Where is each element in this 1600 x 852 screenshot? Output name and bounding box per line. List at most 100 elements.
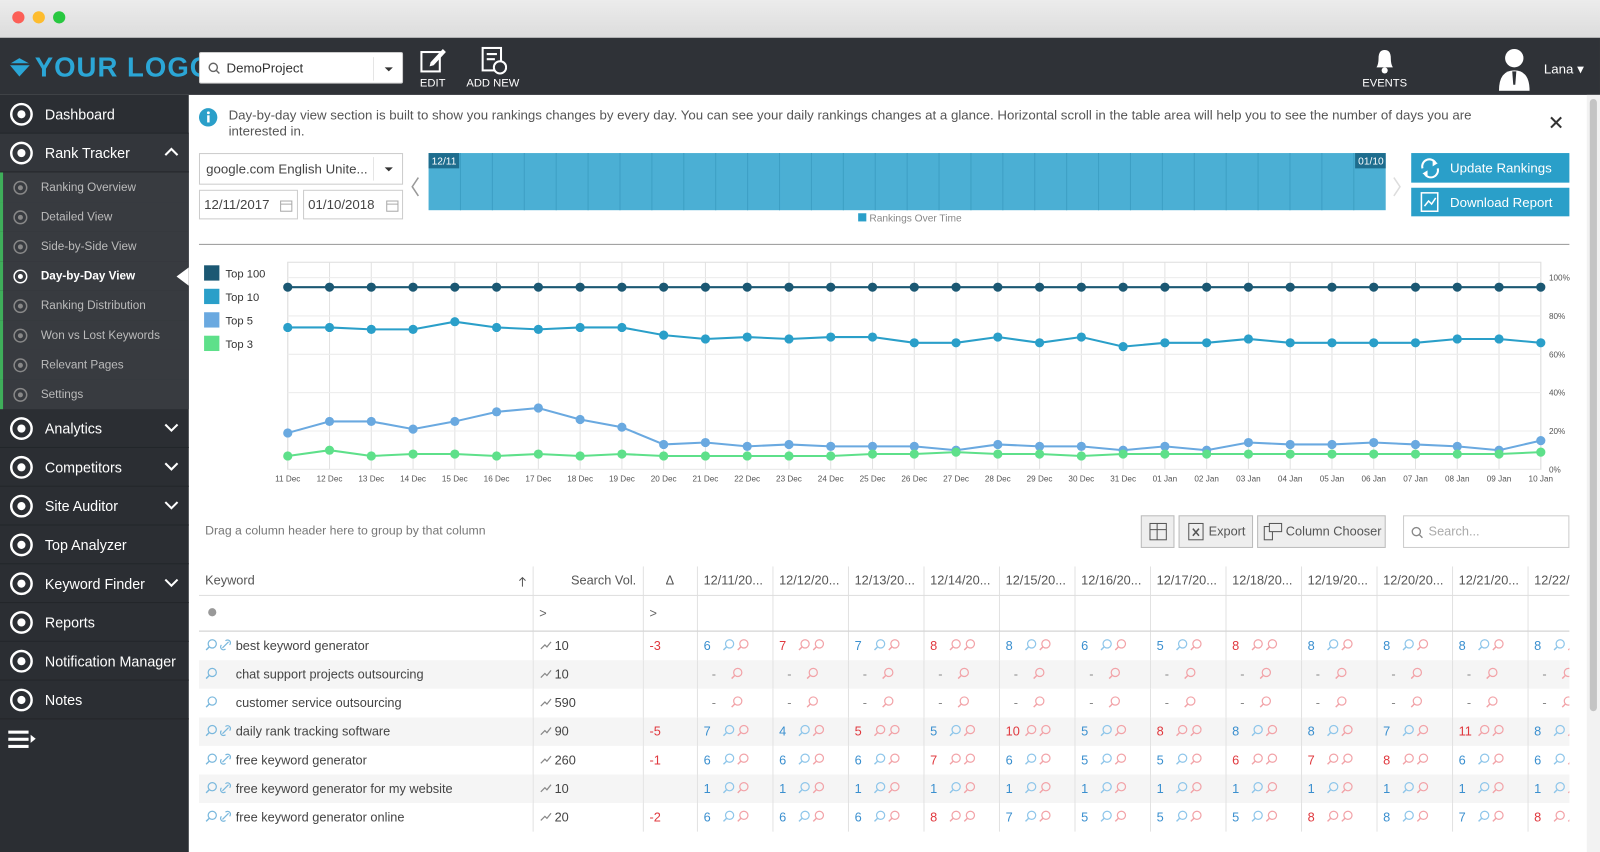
download-report-button[interactable]: Download Report <box>1411 187 1570 217</box>
table-row[interactable]: customer service outsourcing 590 - - - - - - - - -… <box>198 688 1570 718</box>
submenu-item[interactable]: Won vs Lost Keywords <box>0 320 189 350</box>
submenu-item[interactable]: Ranking Overview <box>0 172 189 203</box>
column-header[interactable]: Search Vol. <box>532 566 644 596</box>
table-row[interactable]: best keyword generator 10 -3 6 7 7 8 8 6 5 8 8 8 8 8 <box>198 631 1570 661</box>
data-point <box>324 322 335 333</box>
menu-icon <box>13 268 28 284</box>
rank-cell: 1 <box>1149 774 1227 804</box>
scroll-thumb[interactable] <box>1589 98 1597 712</box>
submenu-item[interactable]: Settings <box>0 379 189 410</box>
column-header[interactable]: 12/13/20... <box>847 566 924 596</box>
filter-cell[interactable] <box>696 595 773 632</box>
layout-button[interactable] <box>1140 515 1175 548</box>
update-label: Update Rankings <box>1449 160 1552 176</box>
menu-item[interactable]: Competitors <box>0 448 189 487</box>
update-rankings-button[interactable]: Update Rankings <box>1411 153 1570 183</box>
minimize-light[interactable] <box>32 11 45 24</box>
menu-item[interactable]: Site Auditor <box>0 487 189 526</box>
rank-icon <box>1251 724 1263 737</box>
submenu-item[interactable]: Side-by-Side View <box>0 231 189 262</box>
filter-cell[interactable] <box>772 595 849 632</box>
column-chooser-button[interactable]: Column Chooser <box>1257 515 1386 548</box>
column-header[interactable]: 12/22/20... <box>1527 566 1570 596</box>
rank-cell: 8 <box>998 631 1075 661</box>
rank-icon <box>1099 753 1112 765</box>
close-light[interactable] <box>12 11 25 24</box>
project-select[interactable]: DemoProject <box>198 52 404 84</box>
menu-item[interactable]: Rank Tracker <box>0 133 189 173</box>
column-header[interactable]: 12/19/20... <box>1301 566 1378 596</box>
column-header[interactable]: 12/20/20... <box>1376 566 1453 596</box>
start-date-input[interactable]: 12/11/2017 <box>198 189 298 220</box>
events-button[interactable]: EVENTS <box>1354 46 1415 90</box>
excel-icon <box>1188 522 1204 541</box>
menu-item[interactable]: Reports <box>0 603 189 642</box>
end-date-input[interactable]: 01/10/2018 <box>303 189 404 220</box>
column-header[interactable]: 12/12/20... <box>772 566 849 596</box>
table-row[interactable]: free keyword generator for my website 10 1… <box>198 774 1570 804</box>
column-header[interactable]: 12/18/20... <box>1225 566 1302 596</box>
filter-cell[interactable] <box>998 595 1075 632</box>
filter-cell[interactable] <box>847 595 924 632</box>
close-info[interactable] <box>1549 115 1563 129</box>
menu-item[interactable]: Analytics <box>0 409 189 448</box>
filter-cell[interactable] <box>1376 595 1453 632</box>
edit-button[interactable]: EDIT <box>412 46 453 90</box>
filter-cell[interactable] <box>1225 595 1302 632</box>
rank-icon <box>1402 782 1414 794</box>
engine-select[interactable]: google.com English Unite... <box>198 153 404 185</box>
column-header[interactable]: Keyword <box>198 566 534 596</box>
filter-cell[interactable] <box>1149 595 1227 632</box>
filter-cell[interactable] <box>198 595 534 632</box>
filter-cell[interactable]: > <box>642 595 698 632</box>
rank-icon <box>963 782 975 794</box>
column-header[interactable]: 12/11/20... <box>696 566 773 596</box>
menu-item[interactable]: Notes <box>0 681 189 720</box>
column-header[interactable]: 12/16/20... <box>1074 566 1151 596</box>
filter-cell[interactable]: > <box>532 595 644 632</box>
rank-icon <box>1265 782 1277 794</box>
column-header[interactable]: 12/17/20... <box>1149 566 1227 596</box>
user-menu[interactable]: Lana ▾ <box>1543 61 1584 77</box>
submenu-item[interactable]: Ranking Distribution <box>0 290 189 321</box>
data-point <box>617 449 627 459</box>
submenu-item[interactable]: Day-by-Day View <box>0 261 189 291</box>
rank: 1 <box>1005 781 1013 796</box>
column-header[interactable]: 12/14/20... <box>923 566 1000 596</box>
submenu-item[interactable]: Relevant Pages <box>0 349 189 380</box>
filter-cell[interactable] <box>1301 595 1378 632</box>
rank: - <box>1240 695 1245 711</box>
table-row[interactable]: free keyword generator online 20 -2 6 6 6 8 7 5 5… <box>198 803 1570 832</box>
column-header[interactable]: Δ <box>642 566 698 596</box>
rank-icon <box>1326 810 1338 822</box>
column-header[interactable]: 12/15/20... <box>998 566 1075 596</box>
filter-cell[interactable] <box>1452 595 1529 632</box>
filter-cell[interactable] <box>1074 595 1151 632</box>
rank-cell: - <box>1074 688 1151 718</box>
add-new-button[interactable]: ADD NEW <box>462 46 523 90</box>
icon-shape <box>9 571 33 595</box>
submenu-item[interactable]: Detailed View <box>0 202 189 232</box>
rank-icon <box>1553 753 1565 765</box>
menu-item[interactable]: Notification Manager <box>0 642 189 681</box>
filter-cell[interactable] <box>923 595 1000 632</box>
zoom-light[interactable] <box>53 11 66 24</box>
rank: - <box>787 695 792 711</box>
filter-cell[interactable] <box>1527 595 1570 632</box>
menu-item[interactable] <box>0 719 189 757</box>
table-row[interactable]: chat support projects outsourcing 10 - - - - -… <box>198 660 1570 689</box>
menu-item[interactable]: Top Analyzer <box>0 526 189 565</box>
menu-item[interactable]: Keyword Finder <box>0 564 189 604</box>
menu-icon <box>9 141 33 164</box>
range-slider[interactable]: 12/11 01/10 Rankings Over Time <box>406 153 1406 230</box>
layout-icon <box>1148 522 1167 541</box>
search-input[interactable]: Search... <box>1403 515 1570 548</box>
rank-icon <box>1265 810 1277 822</box>
export-button[interactable]: Export <box>1178 515 1254 548</box>
table-row[interactable]: daily rank tracking software 90 -5 7 4 5 5 10 5 8… <box>198 717 1570 746</box>
column-header[interactable]: 12/21/20... <box>1452 566 1529 596</box>
scrollbar[interactable] <box>1586 94 1600 852</box>
rank-icon <box>1114 753 1126 765</box>
table-row[interactable]: free keyword generator 260 -1 6 6 6 7 6 5 5 6 7 8 6 6 <box>198 745 1570 775</box>
menu-item[interactable]: Dashboard <box>0 95 189 134</box>
